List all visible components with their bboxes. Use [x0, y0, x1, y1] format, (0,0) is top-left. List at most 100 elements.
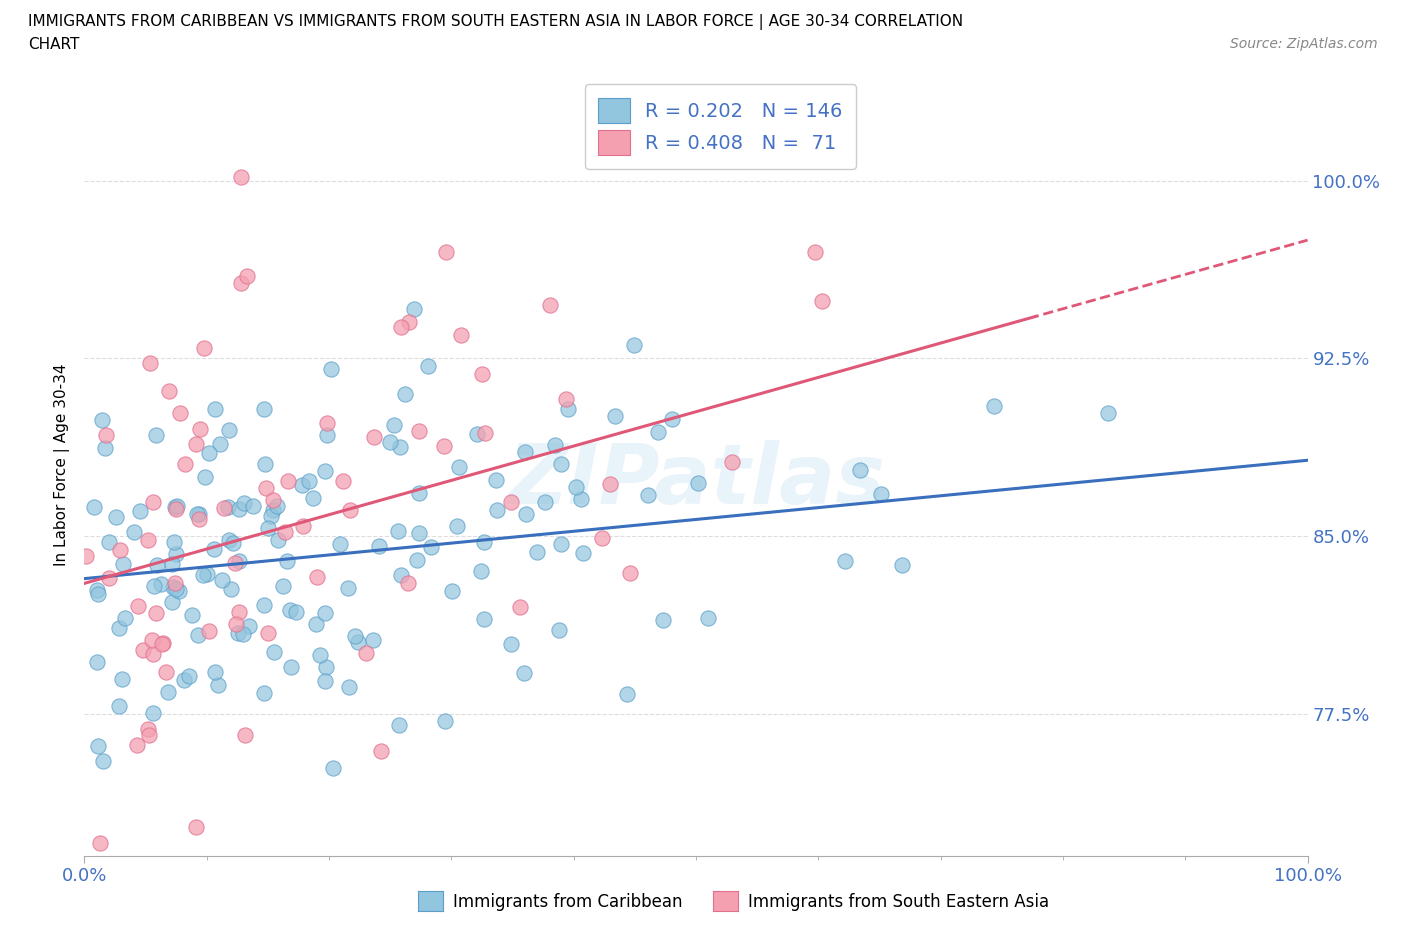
Point — [75, 549, 97, 564]
Point — [108, 699, 131, 714]
Point — [132, 643, 155, 658]
Text: IMMIGRANTS FROM CARIBBEAN VS IMMIGRANTS FROM SOUTH EASTERN ASIA IN LABOR FORCE |: IMMIGRANTS FROM CARIBBEAN VS IMMIGRANTS … — [28, 14, 963, 30]
Point — [204, 402, 226, 417]
Point — [332, 473, 354, 488]
Point — [616, 686, 638, 701]
Point — [114, 611, 136, 626]
Point — [110, 542, 132, 557]
Point — [398, 314, 420, 329]
Point — [256, 520, 278, 535]
Point — [533, 495, 555, 510]
Point — [207, 678, 229, 693]
Point — [382, 418, 405, 432]
Point — [309, 647, 332, 662]
Point — [471, 367, 494, 382]
Legend: R = 0.202   N = 146, R = 0.408   N =  71: R = 0.202 N = 146, R = 0.408 N = 71 — [585, 84, 856, 169]
Point — [470, 564, 492, 578]
Point — [354, 645, 377, 660]
Point — [389, 567, 412, 582]
Point — [408, 485, 430, 500]
Point — [322, 760, 344, 775]
Point — [344, 629, 367, 644]
Point — [228, 554, 250, 569]
Point — [402, 301, 425, 316]
Point — [143, 578, 166, 593]
Point — [160, 594, 183, 609]
Point — [165, 582, 187, 597]
Point — [236, 268, 259, 283]
Point — [138, 728, 160, 743]
Point — [165, 501, 187, 516]
Point — [450, 328, 472, 343]
Point — [370, 743, 392, 758]
Point — [174, 457, 197, 472]
Point — [163, 499, 186, 514]
Point — [232, 627, 254, 642]
Point — [167, 583, 190, 598]
Point — [337, 680, 360, 695]
Point — [177, 669, 200, 684]
Point — [298, 473, 321, 488]
Point — [361, 632, 384, 647]
Point — [193, 341, 215, 356]
Point — [555, 392, 578, 406]
Point — [550, 456, 572, 471]
Point — [238, 618, 260, 633]
Point — [187, 506, 209, 521]
Point — [263, 644, 285, 659]
Point — [834, 553, 856, 568]
Point — [804, 245, 827, 259]
Point — [127, 598, 149, 613]
Point — [87, 738, 110, 753]
Point — [446, 519, 468, 534]
Point — [367, 538, 389, 553]
Point — [380, 435, 402, 450]
Point — [329, 537, 352, 551]
Point — [652, 612, 675, 627]
Point — [565, 480, 588, 495]
Point — [169, 405, 191, 420]
Point — [499, 637, 522, 652]
Point — [499, 495, 522, 510]
Point — [91, 753, 114, 768]
Point — [1097, 405, 1119, 420]
Point — [136, 533, 159, 548]
Point — [197, 623, 219, 638]
Point — [271, 578, 294, 593]
Text: Immigrants from South Eastern Asia: Immigrants from South Eastern Asia — [748, 893, 1049, 911]
Point — [155, 665, 177, 680]
Point — [218, 533, 240, 548]
Point — [513, 665, 536, 680]
Point — [163, 535, 186, 550]
Text: Immigrants from Caribbean: Immigrants from Caribbean — [453, 893, 682, 911]
Point — [314, 605, 336, 620]
Point — [146, 557, 169, 572]
Text: CHART: CHART — [28, 37, 80, 52]
Point — [219, 582, 242, 597]
Point — [89, 835, 111, 850]
Point — [96, 428, 118, 443]
Point — [229, 276, 252, 291]
Point — [188, 421, 211, 436]
Point — [253, 401, 276, 416]
Point — [187, 628, 209, 643]
Point — [292, 518, 315, 533]
Point — [98, 571, 121, 586]
Point — [406, 552, 429, 567]
Point — [647, 425, 669, 440]
Point — [389, 319, 412, 334]
Point — [184, 436, 207, 451]
Point — [184, 819, 207, 834]
Point — [228, 501, 250, 516]
Point — [305, 569, 328, 584]
Point — [983, 398, 1005, 413]
Point — [94, 440, 117, 455]
Point — [623, 338, 645, 352]
Point — [112, 557, 135, 572]
Point — [138, 722, 160, 737]
Point — [337, 580, 360, 595]
Point — [484, 472, 506, 487]
Point — [526, 545, 548, 560]
Point — [157, 859, 180, 874]
Point — [226, 626, 249, 641]
